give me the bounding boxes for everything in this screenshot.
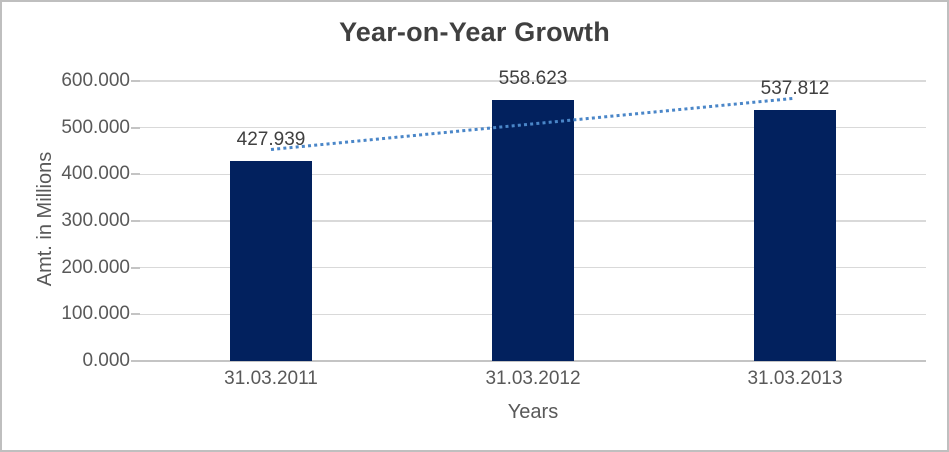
y-tick-label: 0.000 (82, 350, 130, 371)
y-axis-tick (131, 173, 140, 176)
x-axis-line (140, 360, 926, 362)
y-tick-label: 600.000 (61, 70, 130, 91)
y-tick-label: 400.000 (61, 163, 130, 185)
bar-value-label: 558.623 (498, 68, 568, 90)
bar-31.03.2012 (492, 100, 574, 361)
bar-31.03.2013 (754, 110, 836, 361)
bar-value-label: 537.812 (760, 78, 830, 100)
y-tick-label: 300.000 (61, 210, 130, 231)
x-tick-label: 31.03.2012 (485, 368, 581, 389)
x-tick-label: 31.03.2013 (747, 368, 843, 389)
y-axis-tick (131, 126, 140, 129)
y-axis-tick (131, 313, 140, 316)
y-tick-label: 500.000 (61, 116, 130, 138)
x-tick-label: 31.03.2011 (224, 368, 318, 389)
bar-value-label: 427.939 (236, 129, 306, 151)
y-axis-tick (131, 80, 140, 82)
y-axis-tick (131, 360, 140, 362)
gridline (140, 80, 926, 82)
y-axis-tick (131, 266, 140, 269)
chart-title: Year-on-Year Growth (339, 17, 610, 47)
x-axis-title: Years (507, 401, 559, 423)
y-axis-tick (131, 220, 140, 222)
bar-31.03.2011 (230, 161, 312, 361)
y-tick-label: 100.000 (61, 303, 130, 325)
y-tick-label: 200.000 (61, 256, 130, 278)
